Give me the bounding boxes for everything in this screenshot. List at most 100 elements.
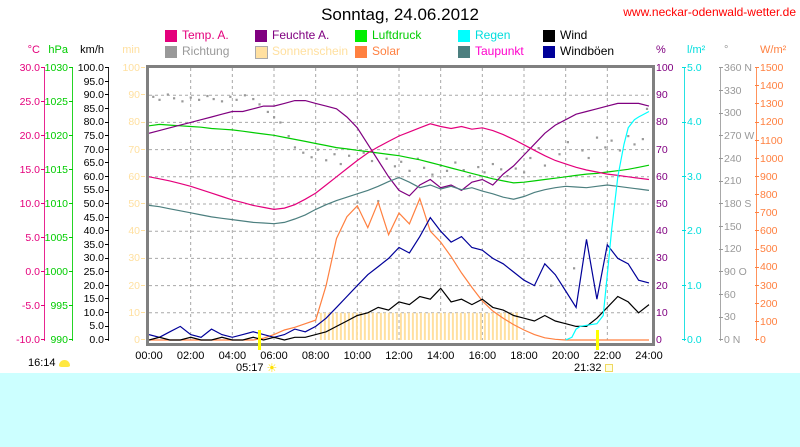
tick-label: 210 <box>724 175 742 188</box>
tick-label: 60 <box>128 170 140 183</box>
tick-mark <box>69 237 73 239</box>
tick-mark <box>719 248 723 251</box>
axis-tick: 0 <box>754 335 766 345</box>
axis-tick: 900 <box>754 172 778 182</box>
time-tick-label: 18:00 <box>510 350 538 362</box>
axis-title-pct: % <box>656 44 666 56</box>
site-url-link[interactable]: www.neckar-odenwald-wetter.de <box>623 5 796 19</box>
axis-tick: 15.0 <box>20 165 46 175</box>
tick-label: 65.0 <box>83 157 104 170</box>
tick-label: 200 <box>760 297 778 310</box>
richtung-dot <box>293 146 297 149</box>
legend-swatch-richtung <box>165 46 177 58</box>
axis-tick: 995 <box>50 301 74 311</box>
richtung-dot <box>477 165 480 169</box>
richtung-dot <box>641 138 644 141</box>
tick-label: 30.0 <box>83 252 104 265</box>
axis-title-min: min <box>122 44 140 56</box>
sunrise-marker <box>257 330 261 350</box>
axis-tick: 1005 <box>45 233 74 243</box>
tick-label: 60 <box>724 288 736 301</box>
richtung-dot <box>431 173 434 176</box>
tick-mark <box>41 203 45 205</box>
richtung-dot <box>604 146 607 149</box>
axis-tick: 85.0 <box>84 104 110 114</box>
axis-tick: 150 <box>718 221 742 232</box>
sunset-marker <box>596 330 600 350</box>
richtung-dot <box>206 94 209 98</box>
tick-mark <box>41 271 45 273</box>
sunshine-bar <box>375 312 378 340</box>
axis-tick: 35.0 <box>84 240 110 250</box>
legend-item: Windböen <box>560 44 615 58</box>
stats-table: SensorMinWertMaxWertDurchschnittTemp. A.… <box>0 373 800 447</box>
axis-line-kmh <box>108 68 109 341</box>
legend-swatch-taupunkt <box>458 46 470 58</box>
axis-tick: 0 <box>134 335 146 345</box>
richtung-dot <box>595 136 599 139</box>
tick-label: 10.0 <box>19 198 40 210</box>
tick-mark <box>41 305 45 307</box>
axis-tick: 25.0 <box>20 97 46 107</box>
richtung-dot <box>587 156 590 160</box>
axis-tick: 1010 <box>45 199 74 209</box>
legend-item: Temp. A. <box>182 28 229 42</box>
sunshine-bar <box>355 312 358 340</box>
sunshine-bar <box>495 312 498 340</box>
axis-tick: 20.0 <box>84 280 110 291</box>
tick-label: 80.0 <box>83 116 104 129</box>
legend-item: Regen <box>475 28 511 42</box>
axis-title-temp: °C <box>27 44 40 56</box>
series-regen <box>565 110 650 341</box>
tick-label: 995 <box>50 300 68 312</box>
tick-label: 75.0 <box>83 130 104 142</box>
tick-label: 90.0 <box>83 89 104 102</box>
sunset-label: 21:32 <box>574 362 613 374</box>
tick-label: 40.0 <box>83 225 104 238</box>
tick-mark <box>105 176 109 178</box>
richtung-dot <box>468 175 472 178</box>
axis-tick: 30 <box>718 312 736 323</box>
tick-label: 95.0 <box>83 75 104 88</box>
tick-label: 90 O <box>724 266 747 278</box>
tick-label: 30.0 <box>19 62 40 74</box>
tick-mark <box>141 230 145 232</box>
richtung-dot <box>618 149 622 152</box>
tick-label: 500 <box>760 243 778 256</box>
sunshine-bar <box>395 312 398 340</box>
richtung-dot <box>212 97 215 101</box>
axis-tick: 1100 <box>754 135 783 146</box>
richtung-dot <box>500 168 503 171</box>
richtung-dot <box>339 162 342 166</box>
sunshine-bar <box>479 312 482 340</box>
tick-mark <box>105 189 109 192</box>
richtung-dot <box>302 151 305 154</box>
tick-label: 1030 <box>44 62 68 74</box>
axis-tick: 990 <box>50 335 74 345</box>
axis-line-lm2 <box>684 68 685 341</box>
sun-icon: ☀ <box>266 361 278 375</box>
axis-tick: 60 <box>128 172 146 182</box>
tick-label: 1000 <box>44 266 68 278</box>
time-tick-label: 04:00 <box>218 350 247 362</box>
richtung-dot <box>514 167 517 170</box>
tick-label: 100 <box>760 315 778 328</box>
axis-tick: 30 <box>128 253 146 264</box>
sunshine-bar <box>363 312 366 340</box>
tick-mark <box>105 257 109 260</box>
axis-tick: 100.0 <box>78 63 110 73</box>
sunshine-bar <box>403 312 406 340</box>
tick-label: 10.0 <box>83 306 104 319</box>
series-taupunkt <box>149 176 650 225</box>
tick-label: 50 <box>128 198 140 210</box>
richtung-dot <box>158 98 161 101</box>
tick-label: 1000 <box>760 152 784 165</box>
sunshine-bar <box>383 312 386 340</box>
axis-tick: 75.0 <box>84 131 110 141</box>
axis-tick: 100 <box>754 317 778 327</box>
tick-label: 300 <box>760 279 778 292</box>
sunshine-bar <box>327 312 330 340</box>
richtung-dot <box>543 164 547 167</box>
time-tick-label: 16:00 <box>468 350 497 362</box>
axis-tick: 400 <box>754 262 778 273</box>
